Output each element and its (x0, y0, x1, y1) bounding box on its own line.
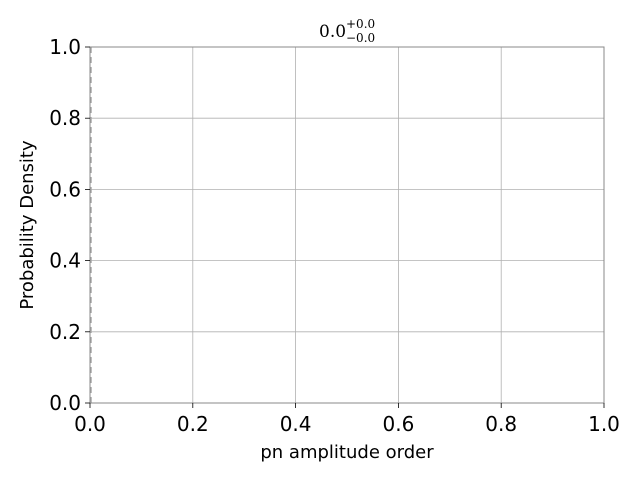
y-tick-label: 0.6 (49, 177, 81, 201)
x-axis-ticks: 0.0 0.2 0.4 0.6 0.8 1.0 (74, 403, 620, 436)
y-tick-label: 0.0 (49, 391, 81, 415)
y-axis-ticks: 0.0 0.2 0.4 0.6 0.8 1.0 (49, 35, 90, 415)
y-tick-label: 1.0 (49, 35, 81, 59)
x-tick-label: 0.8 (485, 412, 517, 436)
x-axis-label: pn amplitude order (260, 442, 434, 463)
grid-layer (90, 47, 604, 403)
y-tick-label: 0.2 (49, 320, 81, 344)
title-upper-error: +0.0 (346, 17, 375, 31)
plot-frame (89, 46, 605, 404)
x-tick-label: 0.2 (177, 412, 209, 436)
y-axis-label: Probability Density (17, 140, 38, 310)
chart-title: 0.0 (319, 22, 346, 42)
x-tick-label: 1.0 (588, 412, 620, 436)
y-tick-label: 0.8 (49, 106, 81, 130)
x-tick-label: 0.0 (74, 412, 106, 436)
x-tick-label: 0.4 (280, 412, 312, 436)
title-value: 0.0 (319, 22, 346, 42)
y-tick-label: 0.4 (49, 249, 81, 273)
x-tick-label: 0.6 (382, 412, 414, 436)
title-lower-error: −0.0 (346, 31, 375, 45)
